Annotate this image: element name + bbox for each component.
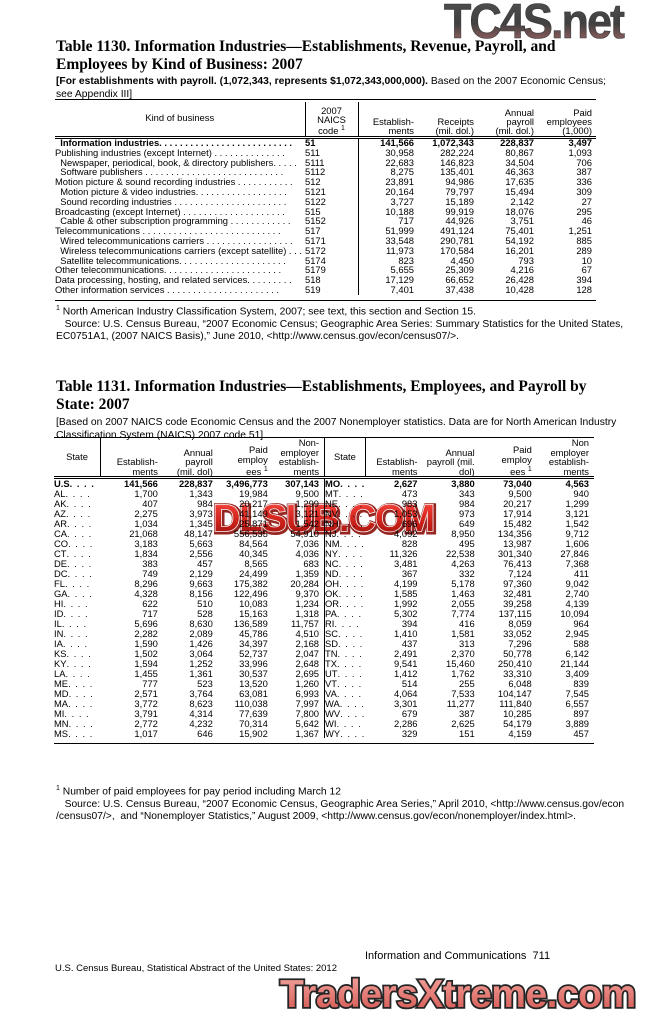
svg-text:TradersXtreme.com: TradersXtreme.com xyxy=(280,973,636,1016)
svg-text:TC4S.net: TC4S.net xyxy=(444,0,626,48)
